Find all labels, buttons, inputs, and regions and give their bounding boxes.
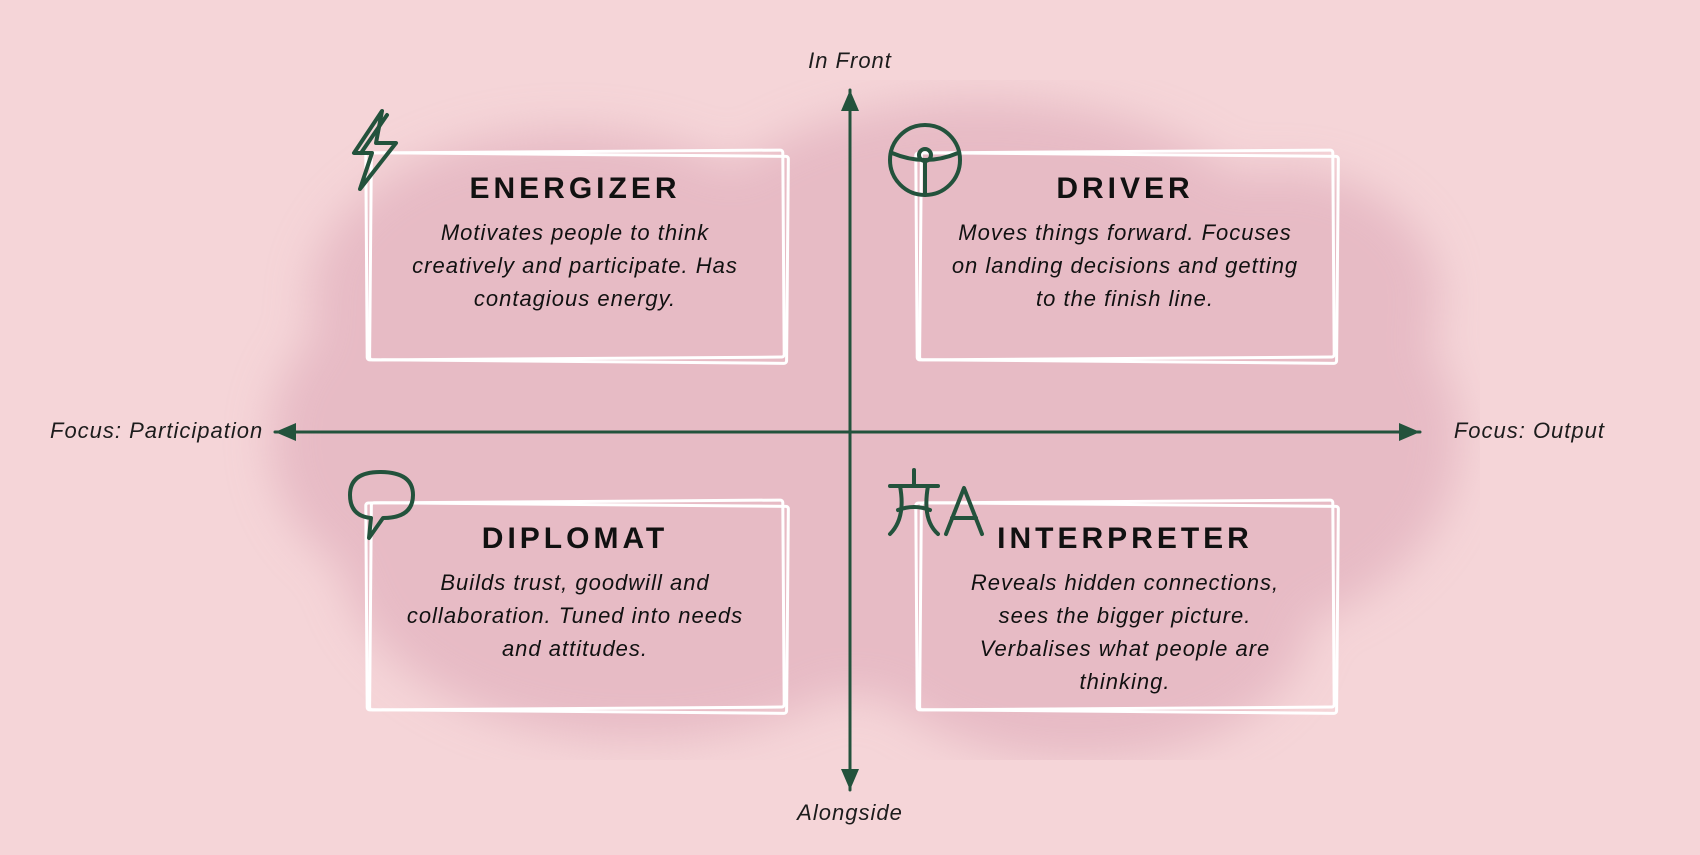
quadrant-driver: DRIVER Moves things forward. Focuses on … <box>915 150 1335 360</box>
axis-label-left: Focus: Participation <box>50 418 263 444</box>
lightning-icon <box>330 105 420 195</box>
speech-bubble-icon <box>335 460 425 550</box>
axis-label-bottom: Alongside <box>0 800 1700 826</box>
translate-icon <box>880 460 990 550</box>
axis-label-right: Focus: Output <box>1454 418 1605 444</box>
steering-wheel-icon <box>880 115 970 205</box>
axis-label-top: In Front <box>0 48 1700 74</box>
quadrant-energizer: ENERGIZER Motivates people to think crea… <box>365 150 785 360</box>
quadrant-diplomat: DIPLOMAT Builds trust, goodwill and coll… <box>365 500 785 710</box>
